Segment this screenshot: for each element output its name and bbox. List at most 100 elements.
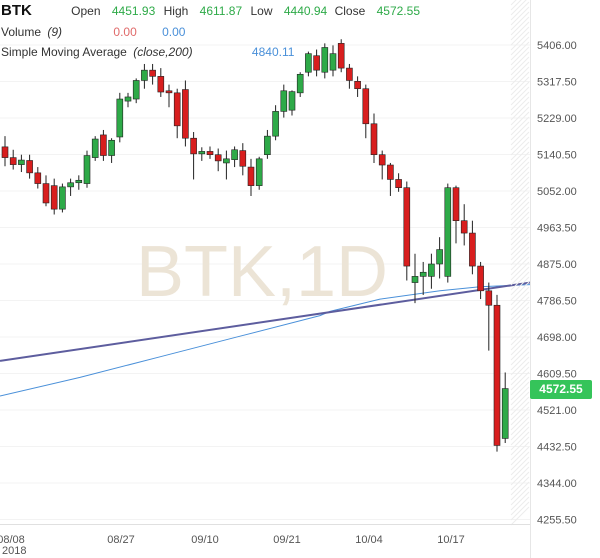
candle-body	[124, 96, 132, 102]
hatch-line	[510, 466, 530, 486]
hatch-line	[510, 461, 530, 481]
hatch-line	[510, 336, 530, 356]
candle	[387, 162, 394, 196]
hatch-line	[510, 206, 530, 226]
candle	[436, 237, 443, 279]
candle-body	[231, 149, 238, 160]
hatch-line	[510, 496, 530, 516]
hatch-line	[510, 376, 530, 396]
candle	[9, 149, 17, 170]
candle-body	[67, 182, 74, 188]
candle-body	[362, 88, 370, 125]
candle-body	[83, 155, 91, 184]
hatch-line	[510, 161, 530, 181]
candle	[59, 183, 66, 213]
hatch-line	[510, 141, 530, 161]
candle-body	[329, 53, 337, 71]
hatch-line	[510, 241, 530, 261]
candle	[1, 136, 9, 167]
price-tick-label: 4432.50	[537, 442, 577, 454]
candle	[288, 90, 296, 116]
hatch-line	[510, 226, 530, 246]
trendline-layer[interactable]	[0, 281, 531, 362]
hatch-line	[510, 136, 530, 156]
candle-body	[428, 263, 435, 277]
candle	[321, 43, 329, 79]
candle	[34, 167, 42, 189]
candle-body	[444, 187, 452, 277]
hatch-line	[510, 436, 530, 456]
candle-body	[223, 158, 230, 164]
candle-body	[419, 271, 427, 277]
hatch-line	[510, 331, 530, 351]
open-label: Open	[71, 4, 101, 18]
candle-body	[255, 158, 263, 186]
hatch-line	[510, 216, 530, 236]
sma-legend: Simple Moving Average (close,200) 4840.1…	[0, 45, 294, 59]
candle-body	[50, 185, 58, 210]
candle-body	[313, 55, 320, 71]
date-tick-label: 08/27	[107, 534, 135, 546]
high-label: High	[163, 4, 189, 18]
candle	[329, 45, 337, 77]
candle	[206, 146, 214, 159]
candle	[296, 72, 304, 97]
candle	[501, 372, 509, 443]
close-value: 4572.55	[376, 4, 420, 18]
candle	[26, 154, 33, 179]
candles-layer	[1, 39, 509, 452]
hatch-line	[510, 121, 530, 141]
hatch-line	[510, 96, 530, 116]
hatch-line	[510, 491, 530, 511]
candle-body	[18, 159, 25, 165]
candle-body	[149, 69, 156, 77]
price-tick-label: 4875.00	[537, 259, 577, 271]
candle	[247, 158, 255, 196]
candle	[100, 129, 107, 161]
candle	[116, 92, 124, 143]
price-axis-panel[interactable]	[530, 0, 600, 524]
hatch-line	[510, 411, 530, 431]
candle	[370, 113, 378, 163]
hatch-line	[510, 401, 530, 421]
hatch-line	[510, 156, 530, 176]
hatch-line	[510, 251, 530, 271]
trendline[interactable]	[0, 281, 531, 362]
hatch-line	[510, 0, 522, 11]
hatch-line	[510, 446, 530, 466]
low-value: 4440.94	[283, 4, 328, 18]
candle	[395, 173, 402, 192]
hatch-line	[510, 51, 530, 71]
candle	[444, 183, 452, 283]
candle-body	[26, 160, 33, 174]
price-tick-label: 4344.00	[537, 478, 577, 490]
volume-label: Volume	[1, 25, 42, 39]
hatch-line	[510, 341, 530, 361]
candle-body	[214, 154, 222, 162]
date-tick-label: 10/04	[355, 534, 383, 546]
candle-body	[452, 187, 460, 221]
candle-body	[182, 89, 189, 139]
hatch-line	[510, 201, 530, 221]
hatch-line	[510, 101, 530, 121]
last-price-tag: 4572.55	[530, 380, 592, 399]
hatch-line	[510, 281, 530, 301]
ohlc-legend: BTK Open 4451.93 High 4611.87 Low 4440.9…	[0, 2, 420, 19]
candle	[403, 181, 411, 281]
hatch-line	[510, 256, 530, 276]
candle-body	[337, 43, 345, 69]
candle-body	[436, 249, 443, 265]
date-tick-label: 09/21	[273, 534, 301, 546]
candle-body	[141, 69, 148, 81]
candle	[157, 68, 165, 97]
hatch-line	[510, 326, 530, 346]
candle-body	[264, 135, 271, 156]
open-value: 4451.93	[111, 4, 156, 18]
price-tick-label: 5406.00	[537, 40, 577, 52]
candle-body	[206, 151, 214, 156]
hatch-line	[510, 431, 530, 451]
high-value: 4611.87	[199, 4, 243, 18]
close-label: Close	[334, 4, 366, 18]
candle	[182, 80, 189, 147]
